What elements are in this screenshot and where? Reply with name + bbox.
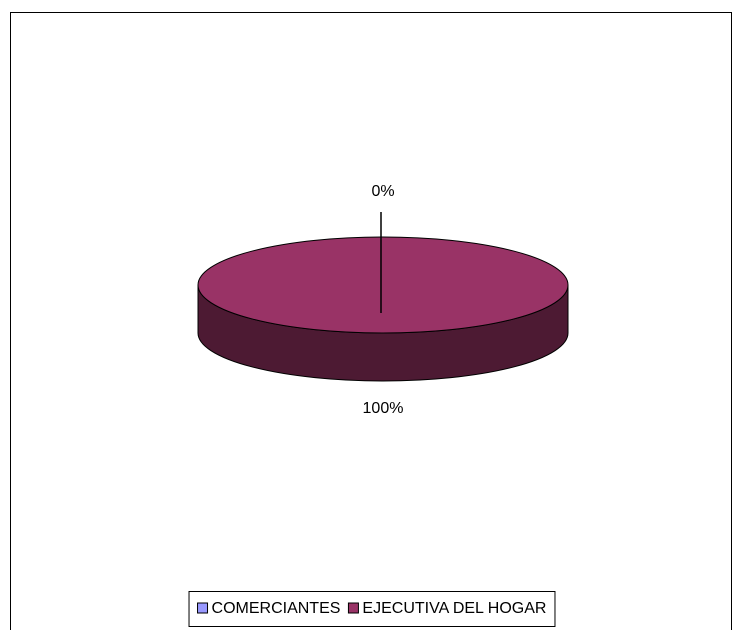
legend-label: COMERCIANTES <box>212 600 341 617</box>
legend-swatch <box>197 602 209 614</box>
pie: 0% 100% <box>197 183 569 417</box>
legend-swatch <box>347 602 359 614</box>
slice <box>197 236 569 334</box>
legend: COMERCIANTES EJECUTIVA DEL HOGAR <box>188 591 556 627</box>
legend-frame <box>188 591 556 627</box>
legend-label: EJECUTIVA DEL HOGAR <box>362 600 546 617</box>
data-label: 100% <box>363 400 404 417</box>
data-label: 0% <box>371 183 394 200</box>
